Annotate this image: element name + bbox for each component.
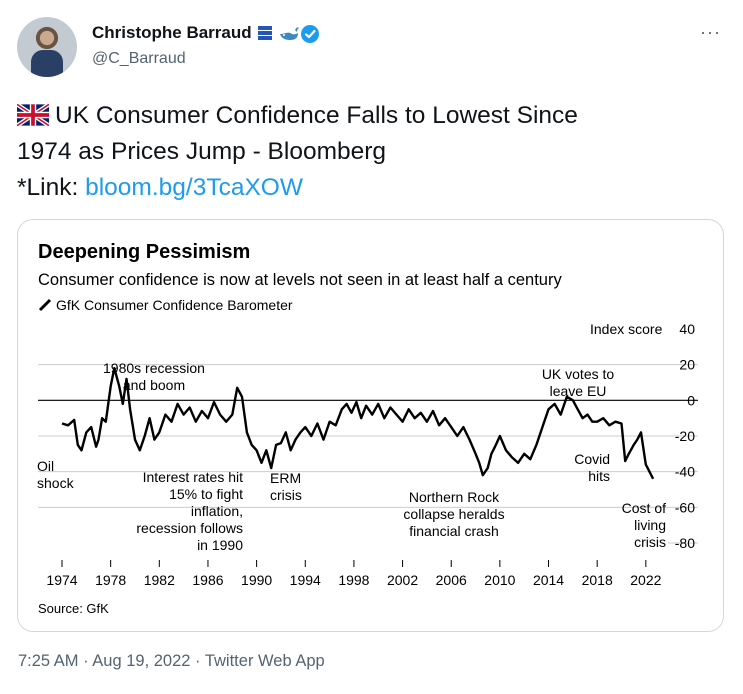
chart-annotation: Interest rates hit 15% to fight inflation,… [136,469,243,553]
x-tick-label: 1974 [46,572,77,588]
y-tick-label: 20 [679,357,695,373]
x-tick-label: 1986 [192,572,223,588]
tweet-meta: 7:25 AM · Aug 19, 2022 · Twitter Web App [18,652,325,671]
x-tick-label: 1978 [95,572,126,588]
x-tick-label: 2014 [533,572,564,588]
y-axis-label: Index score [590,321,663,337]
whale-icon [278,24,299,42]
x-tick-label: 1998 [338,572,369,588]
legend-line-icon [38,298,52,312]
chart-annotation: UK votes to leave EU [542,366,615,399]
chart-card[interactable]: Deepening Pessimism Consumer confidence … [17,219,724,632]
chart-annotation: Northern Rock collapse heralds financial c… [403,489,504,539]
data-icon [256,24,274,42]
meta-separator: · [190,652,205,670]
y-tick-label: -80 [675,535,695,551]
timestamp[interactable]: 7:25 AM · Aug 19, 2022 [18,652,191,670]
y-tick-label: -20 [675,428,695,444]
display-name[interactable]: Christophe Barraud [92,23,252,42]
x-tick-label: 1994 [290,572,321,588]
x-tick-label: 2022 [630,572,661,588]
x-tick-label: 1982 [144,572,175,588]
chart-source: Source: GfK [38,601,109,616]
tweet-source[interactable]: Twitter Web App [204,652,325,670]
chart-subtitle: Consumer confidence is now at levels not… [38,271,562,289]
x-tick-label: 1990 [241,572,272,588]
chart-annotation: Cost of living crisis [622,500,666,550]
article-link[interactable]: bloom.bg/3TcaXOW [85,174,303,201]
chart-annotation: ERM crisis [270,470,302,503]
y-tick-label: -60 [675,499,695,515]
verified-badge-icon [300,24,319,43]
tweet-text: UK Consumer Confidence Falls to Lowest S… [15,98,717,206]
legend-label: GfK Consumer Confidence Barometer [56,297,293,313]
x-tick-label: 2002 [387,572,418,588]
user-handle[interactable]: @C_Barraud [92,50,186,67]
chart: Deepening Pessimism Consumer confidence … [37,241,698,616]
tweet-text-line2: 1974 as Prices Jump - Bloomberg [17,138,387,165]
avatar[interactable] [17,17,77,77]
x-tick-label: 2010 [484,572,515,588]
y-tick-label: 0 [687,392,695,408]
y-tick-label: -40 [675,464,695,480]
tweet-text-line1: UK Consumer Confidence Falls to Lowest S… [55,102,578,129]
more-icon[interactable]: ··· [700,22,721,42]
author-row: Christophe Barraud [92,23,319,43]
chart-annotation: Covid hits [574,451,610,484]
series-line [61,367,655,480]
flag-uk-icon [15,101,51,128]
x-tick-label: 2018 [582,572,613,588]
chart-title: Deepening Pessimism [38,241,250,263]
link-prefix: *Link: [17,174,86,201]
chart-annotation: 1980s recession and boom [103,360,205,393]
chart-annotation: Oil shock [37,458,75,491]
y-tick-label: 40 [679,321,695,337]
x-tick-label: 2006 [436,572,467,588]
